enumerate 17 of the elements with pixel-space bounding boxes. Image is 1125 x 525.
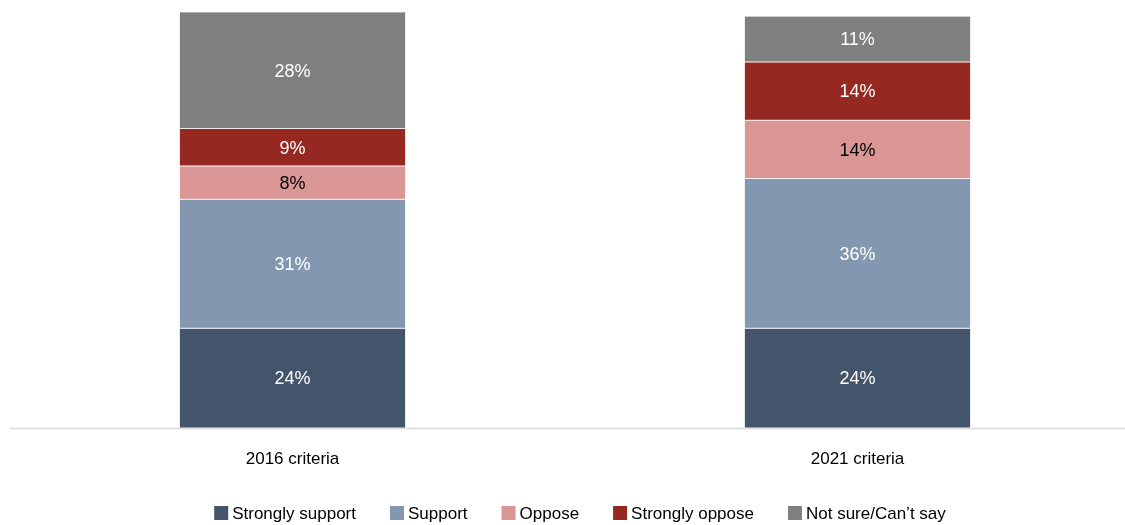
- data-label: 31%: [274, 253, 311, 274]
- data-label: 24%: [274, 368, 311, 389]
- x-tick-label: 2021 criteria: [810, 449, 905, 469]
- data-label: 28%: [274, 60, 311, 81]
- data-label: 36%: [839, 243, 876, 264]
- legend-label: Strongly oppose: [631, 503, 754, 523]
- data-label: 8%: [279, 172, 306, 193]
- data-label: 11%: [840, 29, 875, 50]
- data-label: 9%: [279, 137, 306, 158]
- data-label: 14%: [839, 81, 876, 102]
- legend-label: Oppose: [519, 503, 580, 523]
- legend-label: Strongly support: [232, 503, 357, 523]
- legend-label: Support: [407, 503, 468, 523]
- data-label: 14%: [839, 139, 876, 160]
- x-tick-label: 2016 criteria: [245, 449, 340, 469]
- legend-label: Not sure/Can’t say: [805, 503, 947, 523]
- data-label: 24%: [839, 368, 876, 389]
